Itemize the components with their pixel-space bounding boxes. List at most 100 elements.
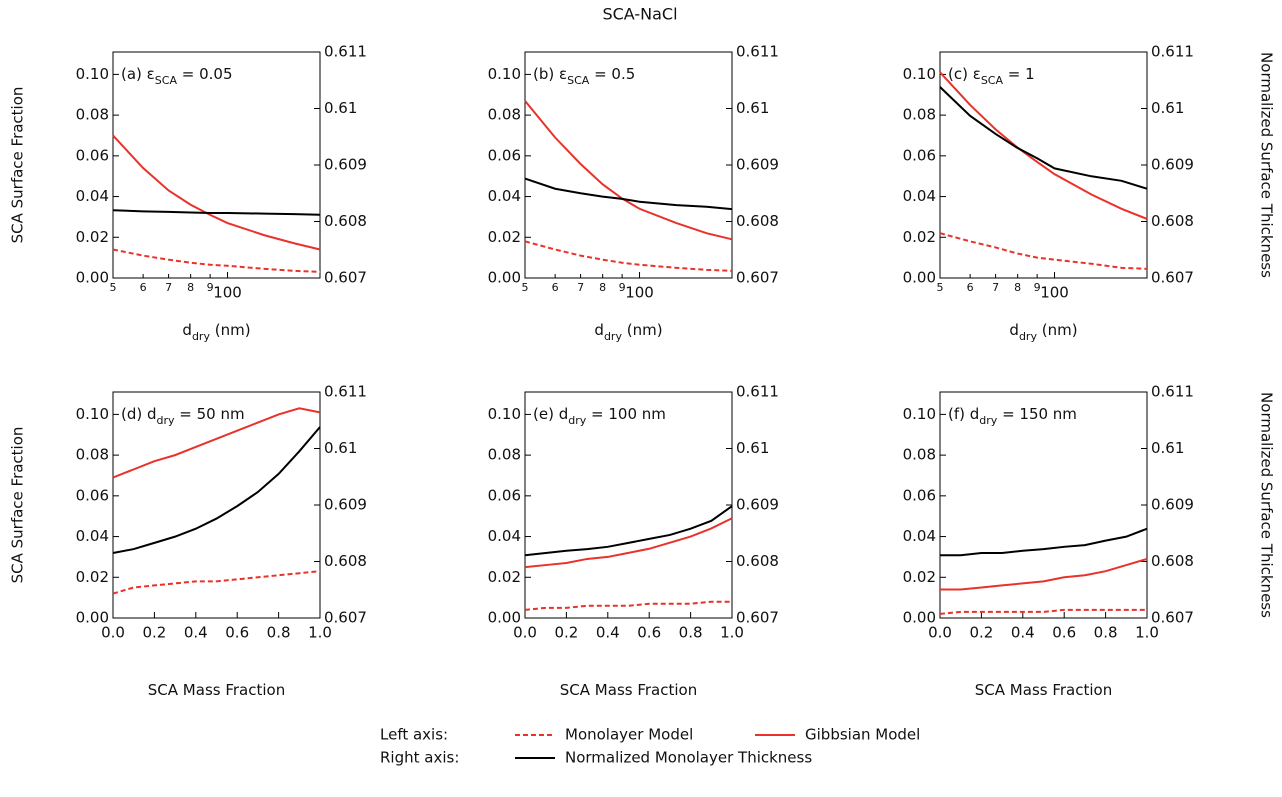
series-line xyxy=(939,608,1147,615)
series-line xyxy=(112,248,321,273)
x-axis-label: ddry (nm) xyxy=(1009,321,1077,343)
y2-axis-label: Normalized Surface Thickness xyxy=(1258,392,1276,618)
x-tick-label: 0.6 xyxy=(1052,624,1076,642)
x-axis-label-text: d xyxy=(182,321,192,339)
x-axis-label: SCA Mass Fraction xyxy=(148,681,285,699)
series-line xyxy=(112,426,321,555)
panel-annotation-rest: = 1 xyxy=(1003,65,1035,83)
y-tick-label: 0.10 xyxy=(76,65,109,83)
panel-annotation-rest: = 50 nm xyxy=(175,405,245,423)
y2-tick-label: 0.609 xyxy=(324,156,367,174)
y2-tick-label: 0.61 xyxy=(324,99,357,117)
x-tick-label: 0.2 xyxy=(554,624,578,642)
y-axis-label: SCA Surface Fraction xyxy=(9,427,27,584)
x-axis-label: SCA Mass Fraction xyxy=(560,681,697,699)
x-tick-label: 9 xyxy=(1034,281,1041,294)
series-line xyxy=(524,240,733,272)
y2-tick-label: 0.608 xyxy=(1151,552,1194,570)
y2-tick-label: 0.609 xyxy=(1151,496,1194,514)
x-axis-label-rest: (nm) xyxy=(210,321,251,339)
x-tick-label: 0.4 xyxy=(596,624,620,642)
y-tick-label: 0.02 xyxy=(488,228,521,246)
x-axis-label-rest: (nm) xyxy=(622,321,663,339)
series-line xyxy=(524,600,732,611)
x-tick-label: 7 xyxy=(165,281,172,294)
series-line xyxy=(939,86,1148,190)
panel-annotation-text: (e) d xyxy=(533,405,568,423)
x-tick-label: 0.0 xyxy=(928,624,952,642)
x-axis-label-sub: dry xyxy=(604,330,623,343)
series-line xyxy=(940,557,1148,591)
y-tick-label: 0.10 xyxy=(488,65,521,83)
x-tick-label: 9 xyxy=(207,281,214,294)
x-axis-label-text: d xyxy=(1009,321,1019,339)
x-tick-label: 6 xyxy=(967,281,974,294)
panel-annotation-sub: SCA xyxy=(155,74,178,87)
legend-label: Gibbsian Model xyxy=(805,726,920,744)
y-tick-label: 0.06 xyxy=(903,486,936,504)
y2-tick-label: 0.609 xyxy=(1151,156,1194,174)
y2-tick-label: 0.607 xyxy=(324,269,367,287)
series-line xyxy=(939,71,1148,220)
y2-tick-label: 0.61 xyxy=(1151,99,1184,117)
x-tick-label: 8 xyxy=(1014,281,1021,294)
x-tick-label: 100 xyxy=(625,284,654,302)
panel-annotation-sub: SCA xyxy=(567,74,590,87)
y2-tick-label: 0.61 xyxy=(736,99,769,117)
x-tick-label: 0.8 xyxy=(267,624,291,642)
y2-tick-label: 0.608 xyxy=(1151,212,1194,230)
panel-annotation-sub: dry xyxy=(568,414,587,427)
y-tick-label: 0.08 xyxy=(903,106,936,124)
x-tick-label: 0.4 xyxy=(1011,624,1035,642)
x-tick-label: 6 xyxy=(140,281,147,294)
x-tick-label: 0.4 xyxy=(184,624,208,642)
panel-annotation-text: (b) ε xyxy=(533,65,567,83)
panel-annotation-rest: = 0.5 xyxy=(589,65,635,83)
y-tick-label: 0.04 xyxy=(76,187,109,205)
panel-annotation: (e) ddry = 100 nm xyxy=(533,405,666,427)
y-tick-label: 0.08 xyxy=(903,446,936,464)
y-tick-label: 0.02 xyxy=(903,228,936,246)
panel-annotation: (d) ddry = 50 nm xyxy=(121,405,245,427)
x-tick-label: 5 xyxy=(522,281,529,294)
series-line xyxy=(112,134,321,251)
y-tick-label: 0.10 xyxy=(903,405,936,423)
panel-annotation: (c) εSCA = 1 xyxy=(948,65,1035,87)
series-line xyxy=(524,505,733,557)
y-tick-label: 0.02 xyxy=(76,568,109,586)
panel-annotation-sub: SCA xyxy=(981,74,1004,87)
y2-tick-label: 0.608 xyxy=(736,552,779,570)
y2-tick-label: 0.611 xyxy=(324,383,367,401)
y-tick-label: 0.08 xyxy=(76,106,109,124)
x-tick-label: 0.0 xyxy=(101,624,125,642)
legend-label: Monolayer Model xyxy=(565,726,693,744)
y-tick-label: 0.04 xyxy=(488,527,521,545)
x-tick-label: 0.6 xyxy=(637,624,661,642)
figure-title: SCA-NaCl xyxy=(602,5,677,24)
y2-tick-label: 0.607 xyxy=(736,269,779,287)
series-line xyxy=(940,527,1148,557)
panel-annotation-sub: dry xyxy=(157,414,176,427)
x-tick-label: 8 xyxy=(599,281,606,294)
y2-tick-label: 0.608 xyxy=(736,212,779,230)
y-tick-label: 0.00 xyxy=(76,269,109,287)
y-tick-label: 0.00 xyxy=(76,609,109,627)
y2-tick-label: 0.61 xyxy=(1151,439,1184,457)
series-line xyxy=(939,232,1148,270)
y-tick-label: 0.08 xyxy=(488,106,521,124)
x-tick-label: 100 xyxy=(1040,284,1069,302)
y-tick-label: 0.02 xyxy=(903,568,936,586)
x-tick-label: 0.8 xyxy=(679,624,703,642)
legend-label: Normalized Monolayer Thickness xyxy=(565,749,812,767)
x-axis-label-text: SCA Mass Fraction xyxy=(975,681,1112,699)
y2-tick-label: 0.608 xyxy=(324,552,367,570)
y-tick-label: 0.06 xyxy=(903,146,936,164)
panel-annotation-sub: dry xyxy=(979,414,998,427)
series-line xyxy=(524,177,733,211)
x-tick-label: 9 xyxy=(619,281,626,294)
y-tick-label: 0.08 xyxy=(488,446,521,464)
x-tick-label: 0.8 xyxy=(1094,624,1118,642)
series-line xyxy=(112,407,321,479)
x-tick-label: 6 xyxy=(552,281,559,294)
